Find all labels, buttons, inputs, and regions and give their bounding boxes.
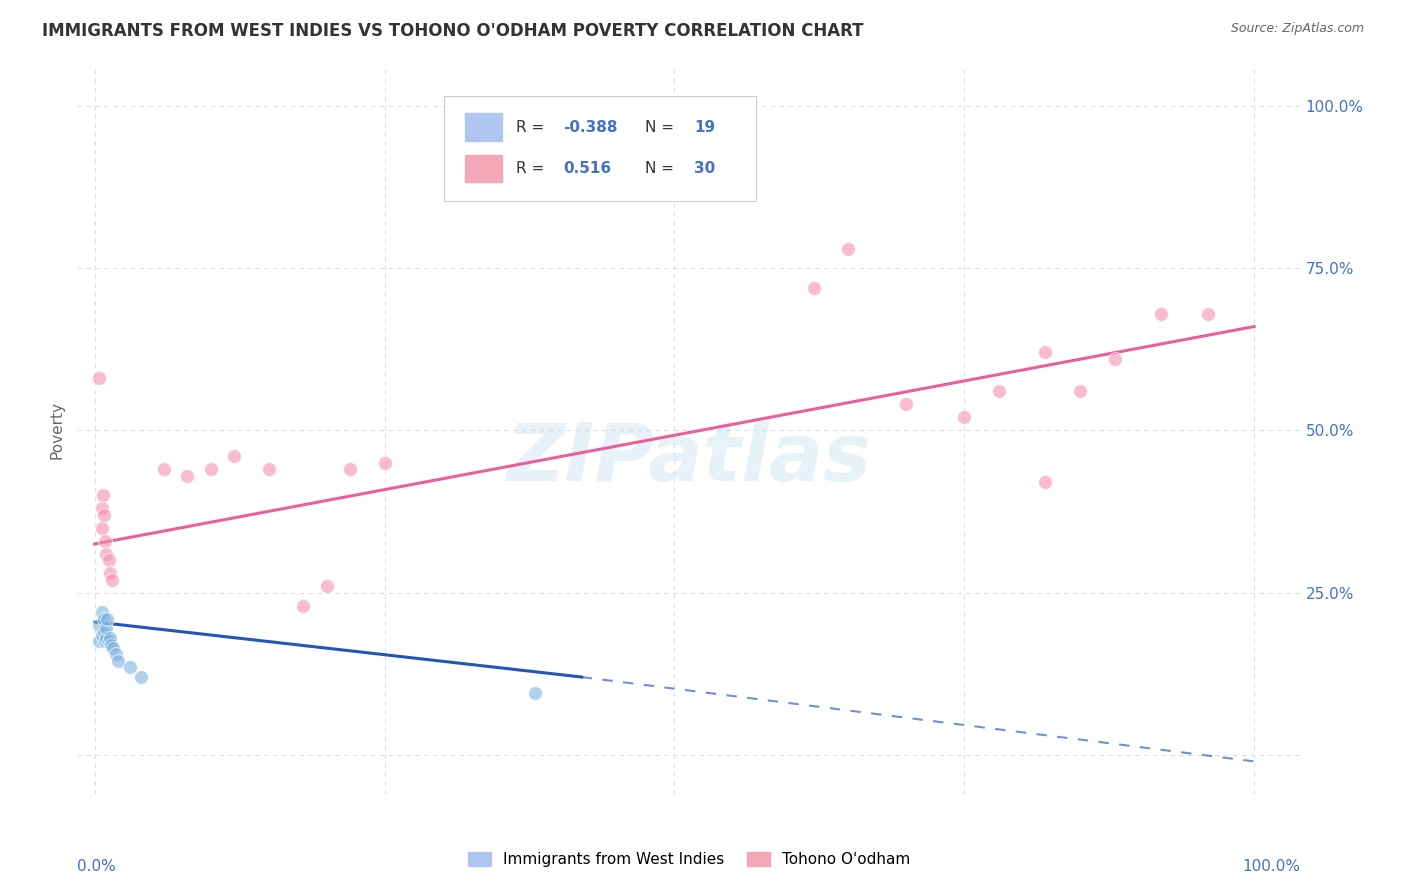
Text: ZIPatlas: ZIPatlas (506, 420, 872, 499)
Point (101, 573, 124, 587)
Text: IMMIGRANTS FROM WEST INDIES VS TOHONO O'ODHAM POVERTY CORRELATION CHART: IMMIGRANTS FROM WEST INDIES VS TOHONO O'… (42, 22, 863, 40)
FancyBboxPatch shape (444, 96, 756, 202)
Text: 0.516: 0.516 (562, 161, 612, 177)
Text: 0.0%: 0.0% (77, 859, 117, 874)
Point (104, 648, 127, 662)
Point (896, 397, 918, 411)
Point (315, 579, 337, 593)
Point (837, 242, 859, 256)
Point (803, 280, 825, 294)
Point (96, 631, 118, 645)
Point (97, 634, 120, 648)
Point (176, 468, 198, 483)
Point (988, 384, 1011, 399)
Point (93, 624, 115, 639)
Point (1069, 384, 1091, 399)
Text: 19: 19 (693, 120, 716, 135)
Legend: Immigrants from West Indies, Tohono O'odham: Immigrants from West Indies, Tohono O'od… (461, 847, 917, 873)
Point (90, 501, 112, 516)
Point (200, 462, 222, 476)
Point (339, 462, 361, 476)
Point (93, 508, 115, 522)
Point (96, 547, 118, 561)
Point (89, 634, 111, 648)
Y-axis label: Poverty: Poverty (49, 401, 65, 459)
Text: 100.0%: 100.0% (1243, 859, 1301, 874)
Point (91, 488, 114, 502)
Point (107, 654, 129, 668)
Point (90, 521, 112, 535)
Point (374, 456, 396, 470)
Point (1197, 307, 1219, 321)
Text: Source: ZipAtlas.com: Source: ZipAtlas.com (1230, 22, 1364, 36)
Point (953, 410, 976, 425)
Point (100, 638, 122, 652)
Text: N =: N = (645, 161, 679, 177)
Point (153, 462, 176, 476)
Text: R =: R = (516, 120, 550, 135)
Point (94, 634, 117, 648)
Point (96, 612, 118, 626)
Text: N =: N = (645, 120, 679, 135)
Text: 30: 30 (693, 161, 716, 177)
Point (94, 533, 117, 548)
Point (524, 686, 547, 700)
Text: R =: R = (516, 161, 550, 177)
Point (96, 621, 118, 635)
Point (89, 371, 111, 385)
Point (98, 631, 121, 645)
Point (222, 450, 245, 464)
Point (89, 618, 111, 632)
Point (257, 462, 280, 476)
Point (103, 640, 125, 655)
Point (90, 628, 112, 642)
Point (93, 612, 115, 626)
Point (90, 605, 112, 619)
Point (97, 553, 120, 567)
Point (1035, 345, 1057, 359)
Point (1035, 475, 1057, 490)
Bar (465, 113, 502, 141)
Point (98, 566, 121, 581)
Bar (465, 155, 502, 183)
Point (1150, 307, 1173, 321)
Point (118, 660, 141, 674)
Point (129, 670, 152, 684)
Point (292, 599, 315, 613)
Text: -0.388: -0.388 (562, 120, 617, 135)
Point (1104, 351, 1126, 366)
